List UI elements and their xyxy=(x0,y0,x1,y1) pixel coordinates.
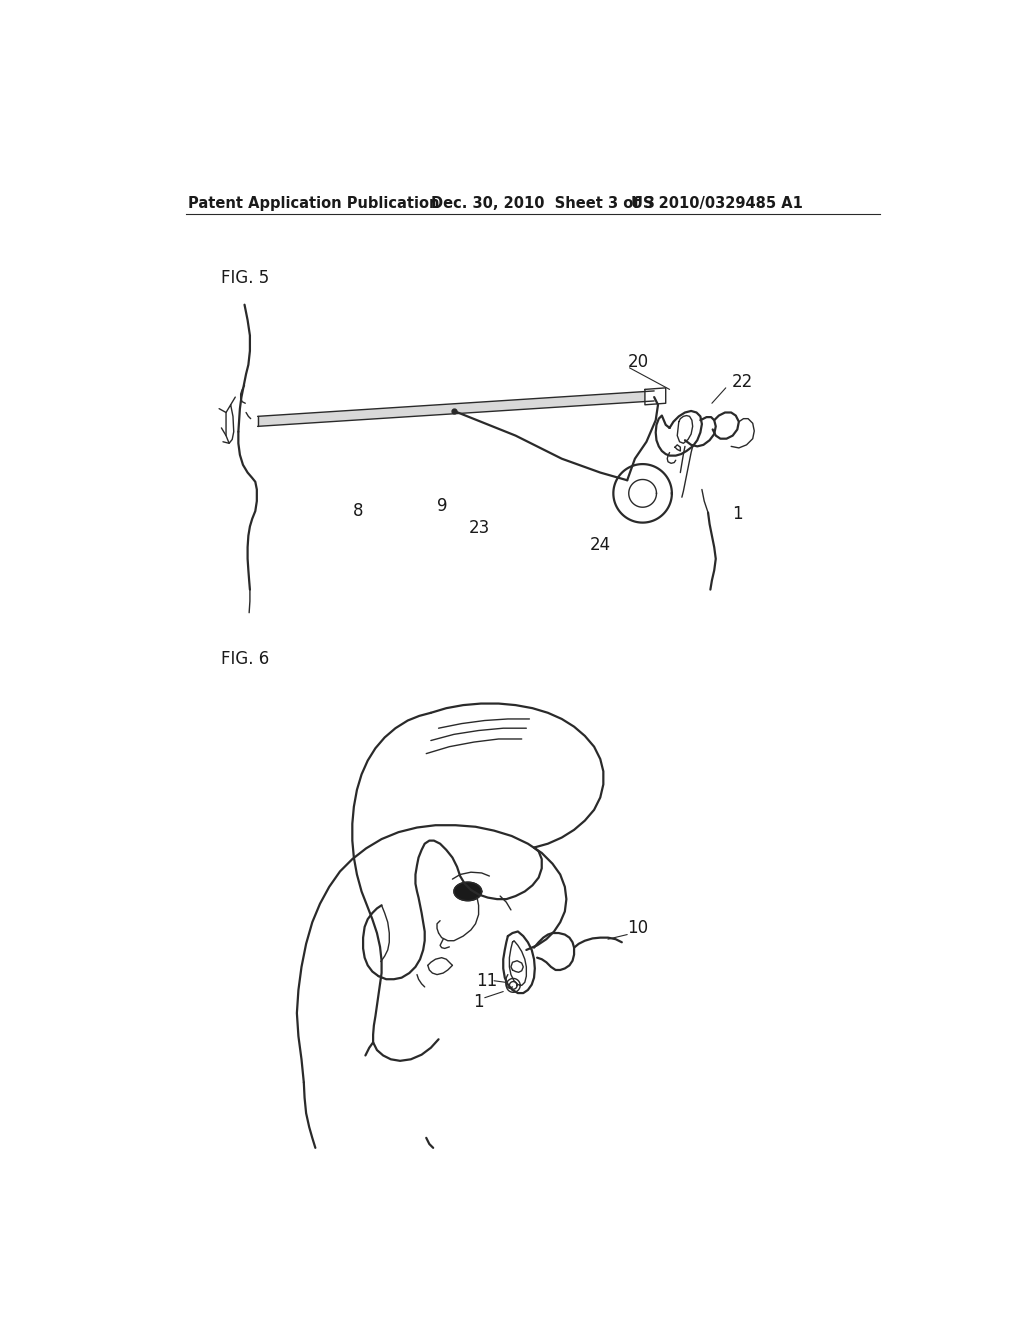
Text: FIG. 5: FIG. 5 xyxy=(221,269,269,286)
Text: 23: 23 xyxy=(469,519,490,537)
Text: 1: 1 xyxy=(732,506,742,523)
Text: 1: 1 xyxy=(473,993,484,1011)
Text: Dec. 30, 2010  Sheet 3 of 3: Dec. 30, 2010 Sheet 3 of 3 xyxy=(431,195,654,211)
Text: 20: 20 xyxy=(628,352,649,371)
Text: US 2010/0329485 A1: US 2010/0329485 A1 xyxy=(631,195,803,211)
Text: 9: 9 xyxy=(437,498,447,515)
Text: 22: 22 xyxy=(732,372,754,391)
Text: 10: 10 xyxy=(627,920,648,937)
Text: Patent Application Publication: Patent Application Publication xyxy=(188,195,440,211)
Polygon shape xyxy=(258,391,654,426)
Text: 8: 8 xyxy=(353,502,364,520)
Polygon shape xyxy=(645,388,666,405)
Text: 24: 24 xyxy=(590,536,611,554)
Text: FIG. 6: FIG. 6 xyxy=(221,649,269,668)
Text: 11: 11 xyxy=(476,972,497,990)
Polygon shape xyxy=(454,882,481,900)
